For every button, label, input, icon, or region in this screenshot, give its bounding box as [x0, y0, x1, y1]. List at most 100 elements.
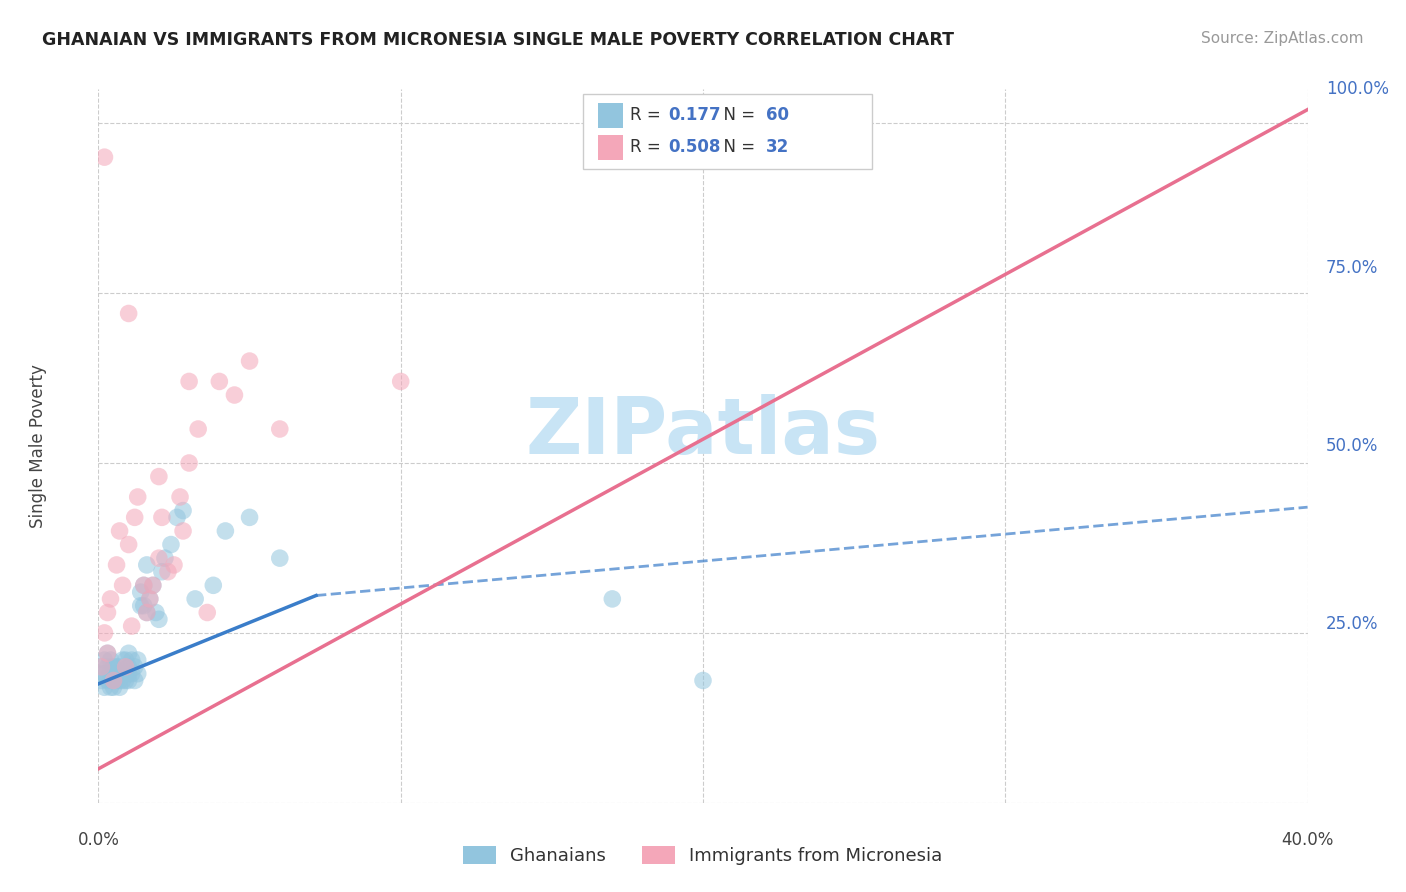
Point [118, 660, 141, 674]
Point [105, 673, 128, 688]
Point [129, 585, 152, 599]
Point [172, 503, 194, 517]
Point [118, 306, 141, 320]
Point [127, 666, 149, 681]
Point [132, 578, 155, 592]
Point [96, 660, 118, 674]
Text: 75.0%: 75.0% [1326, 259, 1378, 277]
Text: 40.0%: 40.0% [1281, 831, 1334, 849]
Point [96, 673, 118, 688]
Point [139, 591, 162, 606]
Text: 100.0%: 100.0% [1326, 80, 1389, 98]
Point [135, 606, 157, 620]
Point [108, 680, 131, 694]
Point [96, 646, 118, 660]
Point [93, 680, 115, 694]
Point [108, 660, 131, 674]
Point [692, 673, 714, 688]
Point [118, 537, 141, 551]
Point [127, 653, 149, 667]
Point [90, 673, 112, 688]
Point [105, 660, 128, 674]
Point [202, 578, 225, 592]
Point [129, 599, 152, 613]
Text: ZIPatlas: ZIPatlas [526, 393, 880, 470]
Text: 0.177: 0.177 [668, 106, 720, 124]
Point [239, 510, 262, 524]
Point [135, 558, 157, 572]
Point [132, 599, 155, 613]
Point [156, 565, 179, 579]
Point [108, 673, 131, 688]
Point [103, 673, 125, 688]
Point [169, 490, 191, 504]
Point [142, 578, 165, 592]
Point [90, 660, 112, 674]
Point [103, 666, 125, 681]
Point [100, 666, 122, 681]
Point [184, 591, 207, 606]
Point [114, 660, 136, 674]
Point [148, 551, 170, 566]
Point [96, 646, 118, 660]
Text: 0.0%: 0.0% [77, 831, 120, 849]
Point [224, 388, 246, 402]
Point [111, 653, 134, 667]
Point [124, 660, 146, 674]
Point [114, 666, 136, 681]
Point [124, 510, 146, 524]
Point [208, 375, 231, 389]
Point [90, 666, 112, 681]
Text: N =: N = [713, 106, 761, 124]
Point [195, 606, 218, 620]
Text: GHANAIAN VS IMMIGRANTS FROM MICRONESIA SINGLE MALE POVERTY CORRELATION CHART: GHANAIAN VS IMMIGRANTS FROM MICRONESIA S… [42, 31, 955, 49]
Point [139, 591, 162, 606]
Point [239, 354, 262, 368]
Text: 0.508: 0.508 [668, 138, 720, 156]
Point [111, 578, 134, 592]
Point [111, 673, 134, 688]
Point [118, 646, 141, 660]
Point [163, 558, 186, 572]
Point [124, 673, 146, 688]
Point [389, 375, 412, 389]
Point [105, 558, 128, 572]
Text: N =: N = [713, 138, 761, 156]
Point [100, 653, 122, 667]
Point [150, 565, 173, 579]
Point [269, 422, 291, 436]
Text: 50.0%: 50.0% [1326, 437, 1378, 455]
Point [177, 456, 201, 470]
Text: R =: R = [630, 138, 666, 156]
Point [160, 537, 183, 551]
Point [135, 606, 157, 620]
Point [93, 150, 115, 164]
Point [100, 680, 122, 694]
Point [121, 666, 143, 681]
Point [148, 469, 170, 483]
Point [148, 612, 170, 626]
Text: Single Male Poverty: Single Male Poverty [30, 364, 46, 528]
Point [100, 591, 122, 606]
Point [121, 653, 143, 667]
Point [172, 524, 194, 538]
Text: 25.0%: 25.0% [1326, 615, 1378, 633]
Point [118, 673, 141, 688]
Text: R =: R = [630, 106, 666, 124]
Point [111, 666, 134, 681]
Point [108, 524, 131, 538]
Text: 32: 32 [766, 138, 790, 156]
Point [96, 606, 118, 620]
Point [187, 422, 209, 436]
Point [103, 660, 125, 674]
Point [177, 375, 201, 389]
Text: Source: ZipAtlas.com: Source: ZipAtlas.com [1201, 31, 1364, 46]
Point [90, 660, 112, 674]
Point [602, 591, 624, 606]
Point [93, 653, 115, 667]
Point [214, 524, 236, 538]
Point [103, 680, 125, 694]
Point [132, 578, 155, 592]
Point [93, 666, 115, 681]
Point [105, 666, 128, 681]
